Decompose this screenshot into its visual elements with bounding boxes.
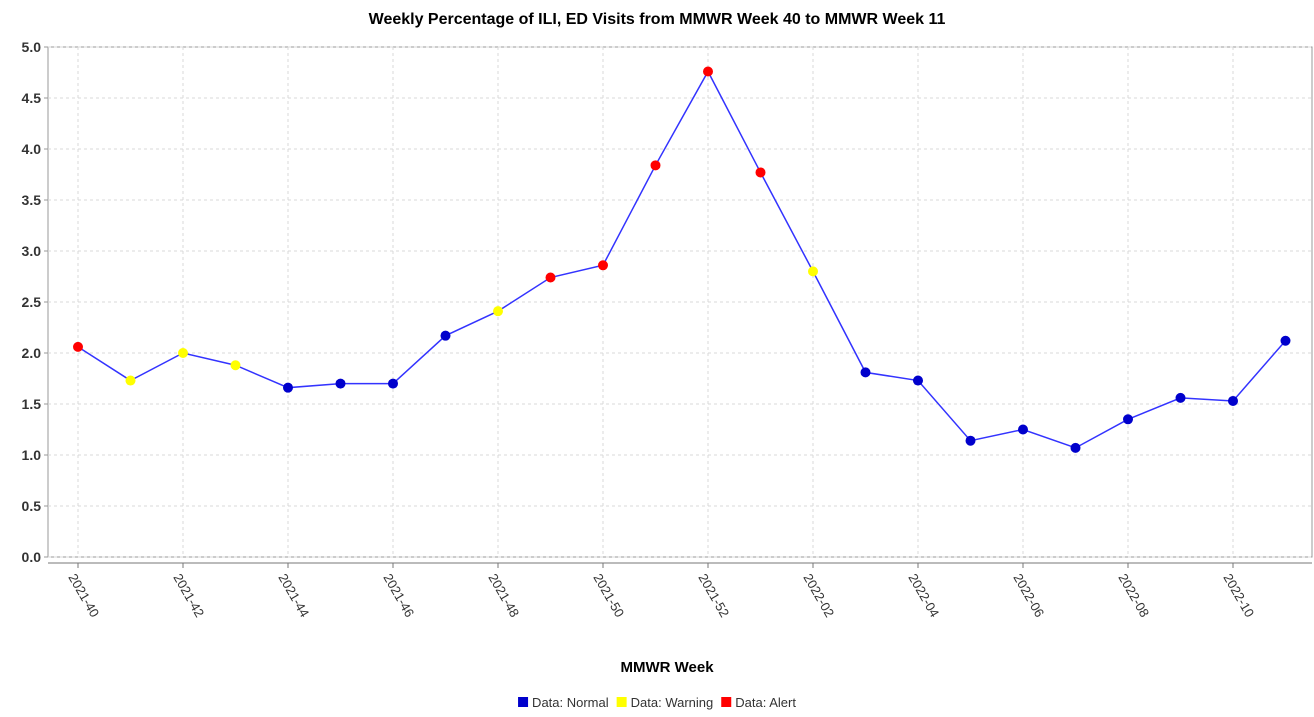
x-axis-label: MMWR Week [620,659,714,676]
y-tick-label: 3.0 [22,243,42,259]
data-point [808,266,818,277]
x-tick-label: 2022-04 [905,571,942,620]
x-tick-label: 2021-52 [695,571,732,620]
x-tick-label: 2021-44 [275,571,312,620]
x-tick-label: 2022-08 [1115,571,1152,620]
data-point [388,378,398,389]
y-tick-label: 2.0 [22,345,42,361]
x-tick-label: 2021-42 [170,571,207,620]
x-tick-label: 2022-06 [1010,571,1047,620]
data-point [493,306,503,317]
legend-label: Data: Alert [735,695,796,710]
data-point [913,375,923,386]
data-point [755,167,766,178]
data-point [965,435,976,446]
data-point [545,272,556,283]
data-point [860,367,871,378]
legend-swatch [721,697,732,707]
data-point [230,360,241,371]
x-tick-label: 2021-50 [590,571,627,620]
data-point [178,348,188,358]
data-point [1070,442,1081,453]
data-point [335,378,346,389]
legend-label: Data: Normal [532,695,609,710]
y-tick-label: 1.5 [22,396,42,412]
x-tick-label: 2021-46 [380,571,417,620]
legend-swatch [518,697,529,707]
data-point [1123,414,1133,425]
legend: Data: Normal Data: Warning Data: Alert [518,695,796,710]
x-tick-label: 2022-10 [1220,571,1257,620]
y-tick-label: 1.0 [22,447,42,463]
y-tick-label: 3.5 [22,192,42,208]
data-point [1018,424,1028,435]
data-point [125,375,136,386]
data-line [77,69,1287,449]
data-point [703,66,713,77]
chart-title: Weekly Percentage of ILI, ED Visits from… [369,11,946,28]
y-tick-label: 4.5 [22,90,42,106]
y-tick-label: 2.5 [22,294,42,310]
legend-swatch [616,697,627,707]
data-point [283,382,293,393]
data-point [73,341,83,352]
data-point [1228,395,1238,406]
data-point [440,330,451,341]
data-point [1175,392,1186,403]
y-tick-label: 4.0 [22,141,42,157]
legend-label: Data: Warning [631,695,714,710]
y-tick-label: 5.0 [22,39,42,55]
data-point [650,160,661,171]
x-tick-label: 2021-40 [65,571,102,620]
x-tick-label: 2022-02 [800,571,837,620]
data-point [598,260,608,271]
y-tick-label: 0.0 [22,549,42,565]
x-tick-label: 2021-48 [485,571,522,620]
y-tick-label: 0.5 [22,498,42,514]
data-point [1280,335,1291,346]
